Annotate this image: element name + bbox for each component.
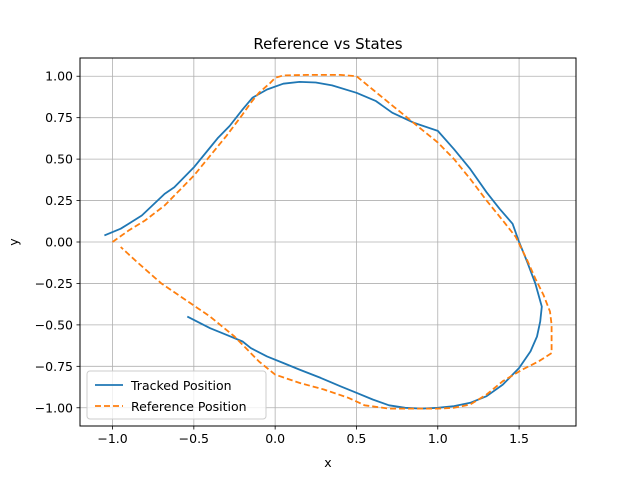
x-tick-label: −1.0 xyxy=(97,431,127,446)
chart-title: Reference vs States xyxy=(253,35,402,53)
y-tick-label: −0.50 xyxy=(35,317,73,332)
y-tick-label: 0.75 xyxy=(45,110,73,125)
x-axis-label: x xyxy=(324,455,331,470)
x-tick-label: 0.0 xyxy=(265,431,285,446)
x-tick-label: 1.0 xyxy=(428,431,448,446)
series-line-tracked-position xyxy=(104,81,543,410)
y-tick-label: 1.00 xyxy=(45,69,73,84)
y-axis-label: y xyxy=(6,238,21,246)
y-tick-label: −0.75 xyxy=(35,359,73,374)
legend-box xyxy=(86,370,267,420)
x-tick-label: 0.5 xyxy=(347,431,367,446)
y-tick-label: 0.50 xyxy=(45,152,73,167)
y-tick-label: −1.00 xyxy=(35,400,73,415)
y-axis-ticks: −1.00 −0.75 −0.50 −0.25 0.00 0.25 0.50 0.75 1.00 xyxy=(35,69,80,415)
x-tick-label: 1.5 xyxy=(509,431,529,446)
y-tick-label: 0.25 xyxy=(45,193,73,208)
x-tick-label: −0.5 xyxy=(179,431,209,446)
plot-series xyxy=(104,74,553,410)
y-tick-label: −0.25 xyxy=(35,276,73,291)
x-axis-ticks: −1.0 −0.5 0.0 0.5 1.0 1.5 xyxy=(97,426,529,446)
y-tick-label: 0.00 xyxy=(45,235,73,250)
legend-label-tracked: Tracked Position xyxy=(130,378,232,393)
legend: Tracked Position Reference Position xyxy=(86,370,267,420)
legend-label-reference: Reference Position xyxy=(131,399,247,414)
